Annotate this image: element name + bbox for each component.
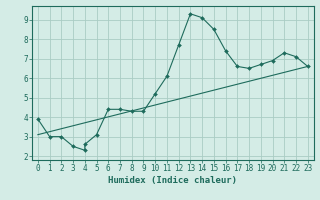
X-axis label: Humidex (Indice chaleur): Humidex (Indice chaleur) bbox=[108, 176, 237, 185]
